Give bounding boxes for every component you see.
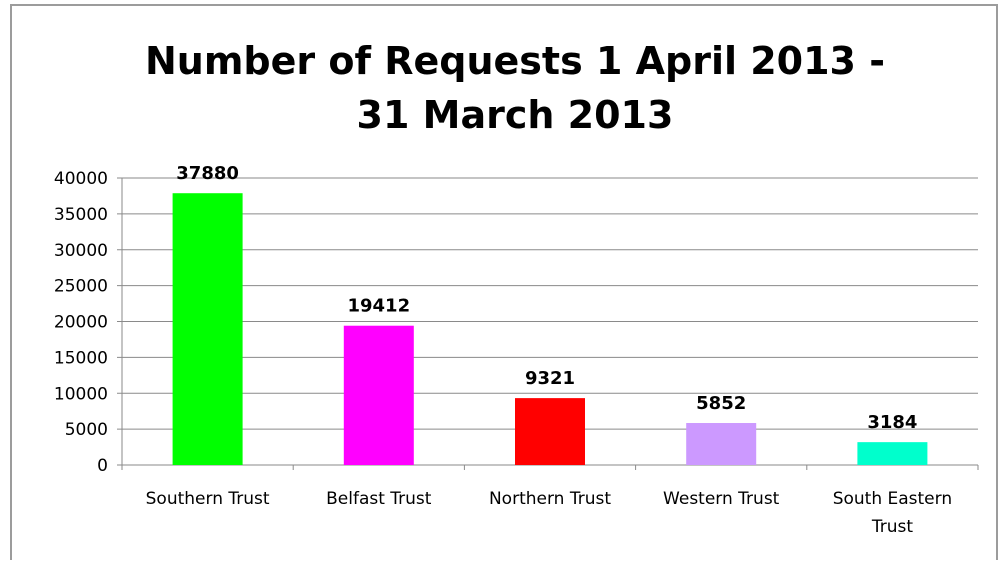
data-label: 5852 <box>696 393 746 414</box>
bar <box>686 423 757 465</box>
y-tick-label: 0 <box>97 456 108 476</box>
x-tick-label: South Eastern Trust <box>833 489 952 537</box>
y-tick-label: 40000 <box>54 169 108 189</box>
y-tick-label: 10000 <box>54 384 108 404</box>
x-tick-label: Southern Trust <box>146 489 270 509</box>
y-tick-label: 30000 <box>54 241 108 261</box>
chart-title: Number of Requests 1 April 2013 - 31 Mar… <box>70 34 960 142</box>
data-label: 9321 <box>525 368 575 389</box>
x-tick-label: Northern Trust <box>489 489 611 509</box>
bar <box>515 398 585 465</box>
y-tick-label: 25000 <box>54 277 108 297</box>
bar <box>172 193 243 465</box>
bar <box>343 325 414 465</box>
y-tick-label: 35000 <box>54 205 108 225</box>
chart-title-line-1: Number of Requests 1 April 2013 - <box>144 39 886 83</box>
x-tick-label: Belfast Trust <box>326 489 432 509</box>
data-label: 3184 <box>867 412 917 433</box>
data-label: 37880 <box>176 163 239 184</box>
chart-title-line-2: 31 March 2013 <box>356 93 674 137</box>
y-tick-label: 20000 <box>54 313 108 333</box>
data-label: 19412 <box>347 296 410 317</box>
bar <box>857 442 928 465</box>
x-tick-label: Western Trust <box>663 489 780 509</box>
y-tick-label: 15000 <box>54 348 108 368</box>
y-tick-label: 5000 <box>65 420 108 440</box>
